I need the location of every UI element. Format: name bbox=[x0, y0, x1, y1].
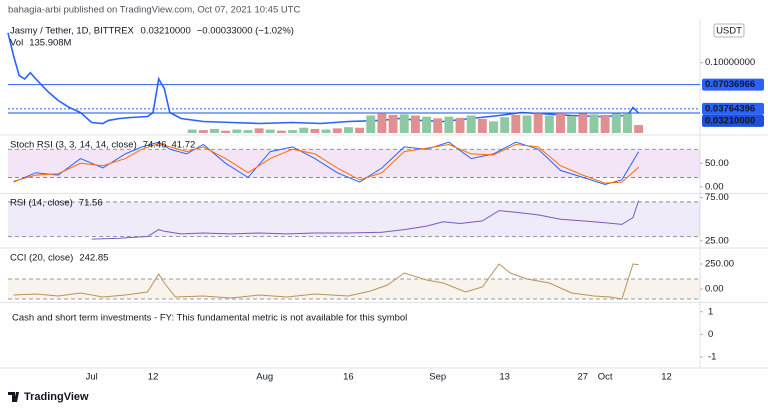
price-label-box bbox=[702, 78, 764, 91]
unit-badge-text: USDT bbox=[716, 26, 742, 37]
y-tick-label: 0 bbox=[708, 329, 713, 340]
volume-bar bbox=[332, 128, 342, 133]
header: bahagia-arbi published on TradingView.co… bbox=[8, 5, 301, 16]
y-tick-label: -1 bbox=[708, 351, 716, 362]
volume-bar bbox=[232, 129, 242, 133]
x-tick-label: Sep bbox=[429, 372, 446, 383]
x-tick-label: 12 bbox=[148, 372, 159, 383]
volume-bar bbox=[422, 116, 432, 133]
volume-bar bbox=[533, 113, 543, 133]
legend-volume: 135.908M bbox=[29, 38, 71, 49]
series-line bbox=[13, 141, 640, 186]
y-tick-label: 0.00 bbox=[705, 181, 724, 192]
volume-bar bbox=[210, 128, 219, 133]
unit-badge-box bbox=[713, 23, 745, 38]
legend-price: 0.03210000 bbox=[141, 26, 191, 37]
x-tick-label: 16 bbox=[343, 372, 354, 383]
legend-volume-name: Vol bbox=[10, 38, 23, 49]
volume-bar bbox=[544, 115, 554, 133]
volume-bar bbox=[410, 115, 420, 133]
y-tick-label: 0.10000000 bbox=[705, 57, 755, 68]
volume-bar bbox=[299, 127, 309, 133]
volume-bar bbox=[466, 115, 476, 133]
series-line bbox=[13, 143, 639, 184]
y-tick-label: 75.00 bbox=[705, 192, 729, 203]
volume-bar bbox=[355, 127, 365, 133]
volume-bar bbox=[600, 114, 610, 133]
volume-bar bbox=[489, 121, 498, 133]
volume-bar bbox=[567, 116, 577, 133]
x-tick-label: 27 bbox=[578, 372, 589, 383]
band bbox=[8, 149, 700, 178]
volume-bar bbox=[511, 114, 521, 133]
volume-bar bbox=[366, 115, 376, 133]
price-label: 0.03210000 bbox=[705, 115, 755, 126]
volume-bar bbox=[198, 130, 208, 133]
volume-bar bbox=[254, 128, 264, 133]
brand: TradingView bbox=[24, 391, 89, 403]
band bbox=[8, 201, 700, 237]
logo-icon bbox=[8, 392, 19, 402]
logo: TradingView bbox=[8, 391, 89, 403]
volume-bar bbox=[221, 130, 231, 133]
volume-bar bbox=[589, 114, 599, 133]
volume-bar bbox=[321, 129, 331, 133]
band bbox=[8, 279, 700, 299]
legend-title: Stoch RSI (3, 3, 14, 14, close) bbox=[10, 140, 137, 151]
price-label: 0.07036966 bbox=[705, 79, 755, 90]
volume-bar bbox=[556, 113, 565, 133]
volume-bar bbox=[622, 113, 632, 133]
volume-bar bbox=[634, 125, 644, 133]
x-tick-label: 12 bbox=[661, 372, 672, 383]
volume-bar bbox=[243, 130, 253, 133]
volume-bar bbox=[444, 116, 454, 133]
y-tick-label: 25.00 bbox=[705, 235, 729, 246]
series-line bbox=[13, 263, 639, 300]
legend-title: RSI (14, close) bbox=[10, 198, 73, 209]
x-tick-label: Aug bbox=[256, 372, 273, 383]
volume-bar bbox=[455, 117, 465, 133]
volume-bar bbox=[288, 130, 298, 133]
volume-bar bbox=[522, 115, 532, 133]
volume-bar bbox=[477, 118, 487, 133]
y-tick-label: 1 bbox=[708, 306, 713, 317]
y-tick-label: 250.00 bbox=[705, 259, 734, 270]
price-label: 0.03764396 bbox=[705, 103, 755, 114]
x-tick-label: 13 bbox=[499, 372, 510, 383]
volume-bar bbox=[187, 129, 197, 133]
legend-title: CCI (20, close) bbox=[10, 253, 73, 264]
y-tick-label: 50.00 bbox=[705, 158, 729, 169]
legend-value: 74.46 bbox=[143, 140, 167, 151]
volume-bar bbox=[500, 117, 510, 133]
legend-value: 71.56 bbox=[79, 198, 103, 209]
volume-bar bbox=[310, 128, 320, 133]
x-tick-label: Oct bbox=[598, 372, 613, 383]
y-tick-label: 0.00 bbox=[705, 284, 724, 295]
series-line bbox=[91, 200, 640, 240]
volume-bar bbox=[399, 114, 409, 133]
volume-bar bbox=[388, 114, 398, 133]
x-tick-label: Jul bbox=[86, 372, 98, 383]
volume-bar bbox=[433, 118, 443, 133]
price-label-box bbox=[702, 102, 764, 115]
volume-bar bbox=[377, 113, 387, 133]
volume-bar bbox=[343, 127, 353, 133]
volume-bar bbox=[265, 129, 275, 133]
price-label-box bbox=[702, 114, 764, 127]
legend-change: −0.00033000 (−1.02%) bbox=[197, 26, 294, 37]
legend-title: Jasmy / Tether, 1D, BITTREX bbox=[10, 26, 135, 37]
volume-bar bbox=[578, 113, 588, 133]
legend-value: 242.85 bbox=[79, 253, 108, 264]
legend-value: 41.72 bbox=[172, 140, 196, 151]
unit-badge: USDT bbox=[713, 23, 745, 38]
volume-bar bbox=[276, 130, 286, 133]
pane-message: Cash and short term investments - FY: Th… bbox=[12, 313, 407, 324]
volume-bar bbox=[611, 112, 621, 133]
